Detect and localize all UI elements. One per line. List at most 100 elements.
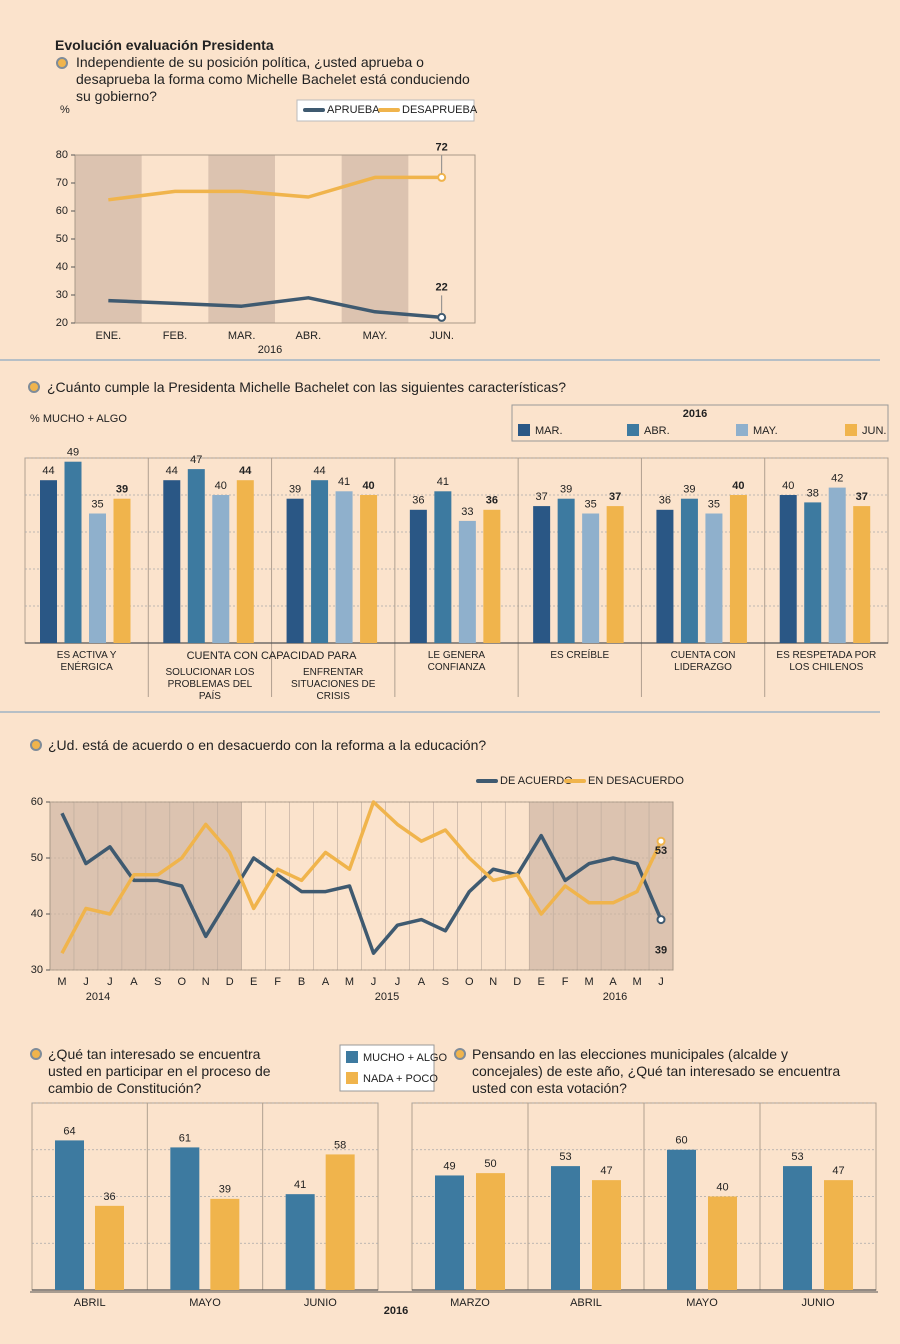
x-group-label: 2016 xyxy=(258,344,282,356)
category-group-label: CUENTA CON CAPACIDAD PARA xyxy=(187,650,358,662)
x-tick-label: N xyxy=(202,976,210,988)
x-tick-label: E xyxy=(250,976,257,988)
value-label: 35 xyxy=(708,498,720,510)
bullet xyxy=(28,381,40,393)
value-label: 50 xyxy=(484,1158,496,1170)
end-marker xyxy=(437,312,447,322)
value-label: 58 xyxy=(334,1139,346,1151)
x-tick-label: J xyxy=(395,976,401,988)
value-label: 47 xyxy=(832,1165,844,1177)
y-tick-label: 50 xyxy=(56,233,68,245)
legend-swatch xyxy=(736,424,748,436)
chart-title: Evolución evaluación Presidenta xyxy=(55,37,274,53)
x-tick-label: B xyxy=(298,976,305,988)
bullet xyxy=(30,739,42,751)
value-label: 37 xyxy=(856,491,868,503)
legend-box xyxy=(511,404,889,442)
legend-label: JUN. xyxy=(862,425,886,437)
value-label: 39 xyxy=(116,484,128,496)
shade-band xyxy=(121,802,146,970)
bar xyxy=(95,1205,124,1290)
x-tick-label: MAYO xyxy=(189,1297,221,1309)
value-label: 47 xyxy=(190,454,202,466)
bar xyxy=(286,498,304,643)
legend-swatch xyxy=(627,424,639,436)
shade-band xyxy=(601,802,626,970)
value-label: 39 xyxy=(219,1184,231,1196)
value-label: 44 xyxy=(42,465,54,477)
end-label: 22 xyxy=(436,281,448,293)
y-tick-label: 60 xyxy=(56,205,68,217)
y-axis-label: % MUCHO + ALGO xyxy=(30,413,127,425)
value-label: 33 xyxy=(461,506,473,518)
shade-band xyxy=(649,802,673,970)
value-label: 35 xyxy=(91,498,103,510)
chart-title: ¿Qué tan interesado se encuentra usted e… xyxy=(48,1046,271,1096)
bar xyxy=(163,480,181,643)
bar xyxy=(285,1194,315,1290)
x-tick-label: D xyxy=(513,976,521,988)
chart-title: ¿Ud. está de acuerdo o en desacuerdo con… xyxy=(48,737,487,753)
bullet xyxy=(56,57,68,69)
value-label: 36 xyxy=(659,495,671,507)
end-label: 39 xyxy=(655,945,667,957)
x-tick-label: J xyxy=(371,976,377,988)
value-label: 39 xyxy=(560,484,572,496)
value-label: 36 xyxy=(486,495,498,507)
x-tick-label: MARZO xyxy=(450,1297,490,1309)
x-tick-label: MAY. xyxy=(363,330,388,342)
series-line xyxy=(60,800,663,955)
value-label: 49 xyxy=(443,1160,455,1172)
shade-band xyxy=(73,802,98,970)
bar xyxy=(824,1180,853,1290)
x-tick-label: MAR. xyxy=(228,330,256,342)
x-tick-label: LE GENERA CONFIANZA xyxy=(427,650,486,673)
x-tick-label: ES ACTIVA Y ENÉRGICA xyxy=(56,650,117,673)
bar xyxy=(551,1166,580,1290)
chart-title: ¿Cuánto cumple la Presidenta Michelle Ba… xyxy=(47,379,567,395)
legend-label: APRUEBA xyxy=(327,104,380,116)
x-tick-label: E xyxy=(538,976,545,988)
y-tick-label: 70 xyxy=(56,177,68,189)
end-label: 72 xyxy=(436,141,448,153)
legend-swatch xyxy=(845,424,857,436)
x-tick-label: ABR. xyxy=(295,330,321,342)
legend-label: NADA + POCO xyxy=(363,1073,438,1085)
bar xyxy=(779,495,797,643)
bar xyxy=(409,509,427,643)
bar xyxy=(236,480,254,643)
bar xyxy=(680,498,698,643)
value-label: 35 xyxy=(585,498,597,510)
chart-title: Pensando en las elecciones municipales (… xyxy=(472,1046,841,1096)
value-label: 39 xyxy=(683,484,695,496)
value-label: 37 xyxy=(536,491,548,503)
bar xyxy=(804,502,822,643)
x-tick-label: S xyxy=(154,976,161,988)
x-tick-label: ABRIL xyxy=(570,1297,602,1309)
bar xyxy=(89,513,106,643)
x-tick-label: ABRIL xyxy=(74,1297,106,1309)
x-tick-label: F xyxy=(562,976,569,988)
value-label: 40 xyxy=(362,480,374,492)
bar xyxy=(667,1149,696,1290)
legend-label: EN DESACUERDO xyxy=(588,775,684,787)
x-tick-label: JUNIO xyxy=(304,1297,337,1309)
plot-frame xyxy=(24,457,889,644)
bar xyxy=(656,509,674,643)
bullet xyxy=(30,1048,42,1060)
bar xyxy=(705,513,723,643)
bar xyxy=(210,1198,240,1290)
bar xyxy=(40,480,57,643)
end-marker xyxy=(656,836,666,846)
shade-band xyxy=(50,802,74,970)
x-tick-label: JUNIO xyxy=(802,1297,835,1309)
legend-label: ABR. xyxy=(644,425,670,437)
x-tick-label: FEB. xyxy=(163,330,187,342)
bar xyxy=(64,461,82,643)
value-label: 53 xyxy=(791,1151,803,1163)
value-label: 40 xyxy=(782,480,794,492)
value-label: 40 xyxy=(215,480,227,492)
value-label: 42 xyxy=(831,473,843,485)
x-group-label: 2014 xyxy=(86,991,110,1003)
